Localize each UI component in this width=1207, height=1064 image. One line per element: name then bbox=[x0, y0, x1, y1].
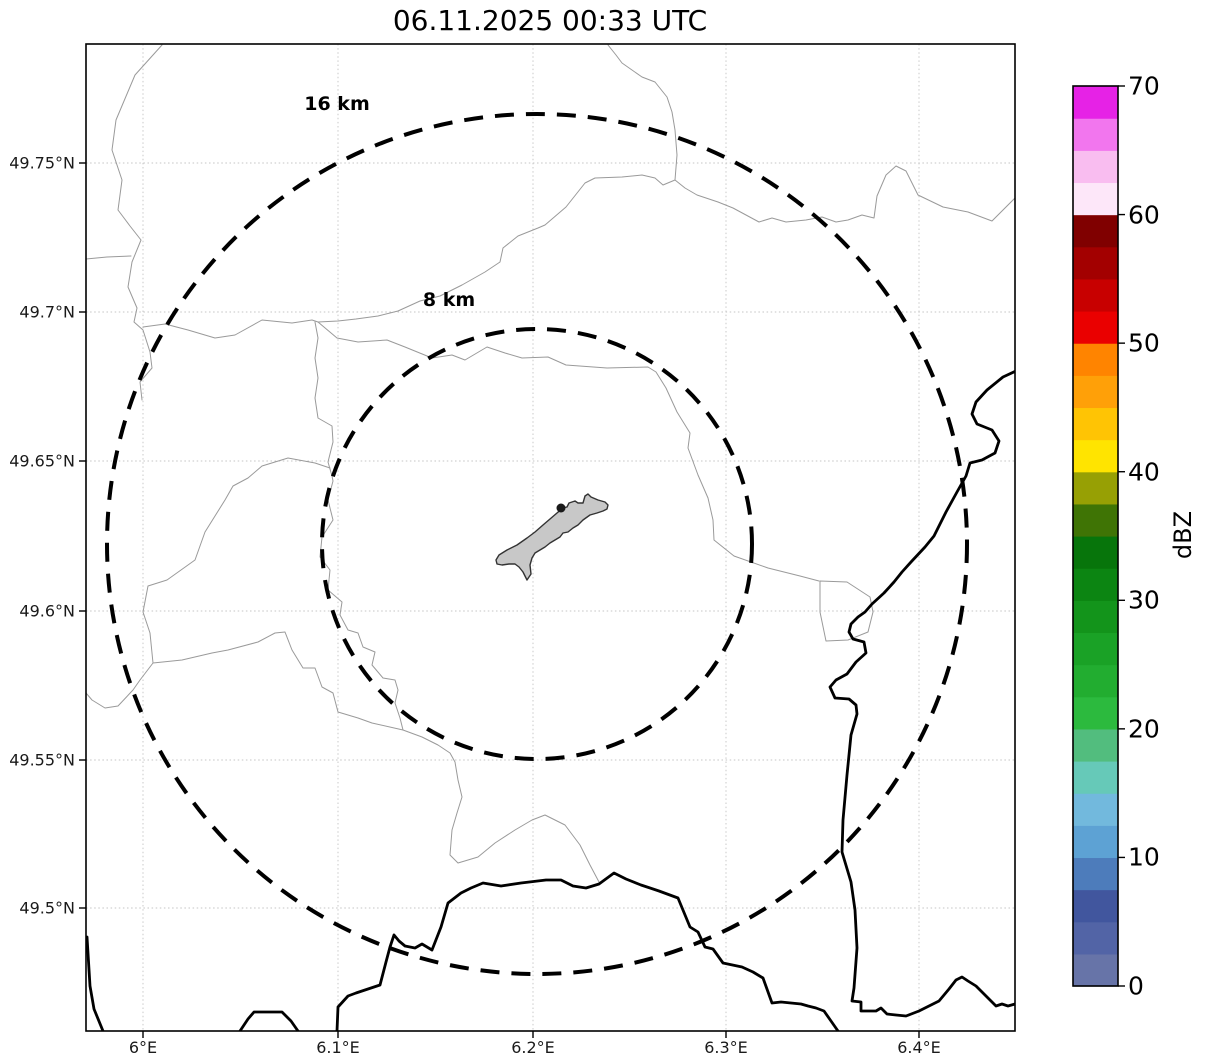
x-tick-label: 6°E bbox=[128, 1038, 158, 1057]
x-tick-label: 6.2°E bbox=[511, 1038, 555, 1057]
colorbar-tick-label: 70 bbox=[1128, 71, 1160, 101]
x-tick-label: 6.3°E bbox=[704, 1038, 748, 1057]
y-tick-label: 49.65°N bbox=[9, 451, 75, 471]
minor-borders bbox=[86, 44, 1015, 883]
colorbar-tick-label: 40 bbox=[1128, 457, 1160, 487]
plot-frame bbox=[85, 43, 1016, 1032]
colorbar-tick-label: 10 bbox=[1128, 842, 1160, 872]
y-tick-label: 49.55°N bbox=[9, 750, 75, 770]
airport-footprint bbox=[495, 493, 609, 581]
radar-site-dot bbox=[556, 503, 566, 513]
y-tick-label: 49.5°N bbox=[19, 898, 75, 918]
y-tick-label: 49.6°N bbox=[19, 601, 75, 621]
colorbar-tick-label: 60 bbox=[1128, 200, 1160, 230]
x-tick-label: 6.1°E bbox=[316, 1038, 360, 1057]
y-tick-label: 49.7°N bbox=[19, 302, 75, 322]
axis-tick-marks bbox=[79, 162, 920, 1038]
colorbar-tick-label: 0 bbox=[1128, 971, 1144, 1001]
ring-label-16km: 16 km bbox=[304, 93, 370, 115]
range-rings bbox=[105, 112, 969, 976]
colorbar bbox=[1072, 85, 1125, 987]
y-tick-label: 49.75°N bbox=[9, 153, 75, 173]
country-borders bbox=[86, 369, 1015, 1031]
ring-label-8km: 8 km bbox=[422, 289, 476, 311]
graticule-gridlines bbox=[86, 44, 1015, 1031]
x-tick-label: 6.4°E bbox=[897, 1038, 941, 1057]
plot-title: 06.11.2025 00:33 UTC bbox=[392, 4, 708, 37]
colorbar-unit-label: dBZ bbox=[1169, 510, 1197, 560]
colorbar-tick-label: 50 bbox=[1128, 328, 1160, 358]
colorbar-tick-label: 20 bbox=[1128, 714, 1160, 744]
colorbar-tick-label: 30 bbox=[1128, 585, 1160, 615]
